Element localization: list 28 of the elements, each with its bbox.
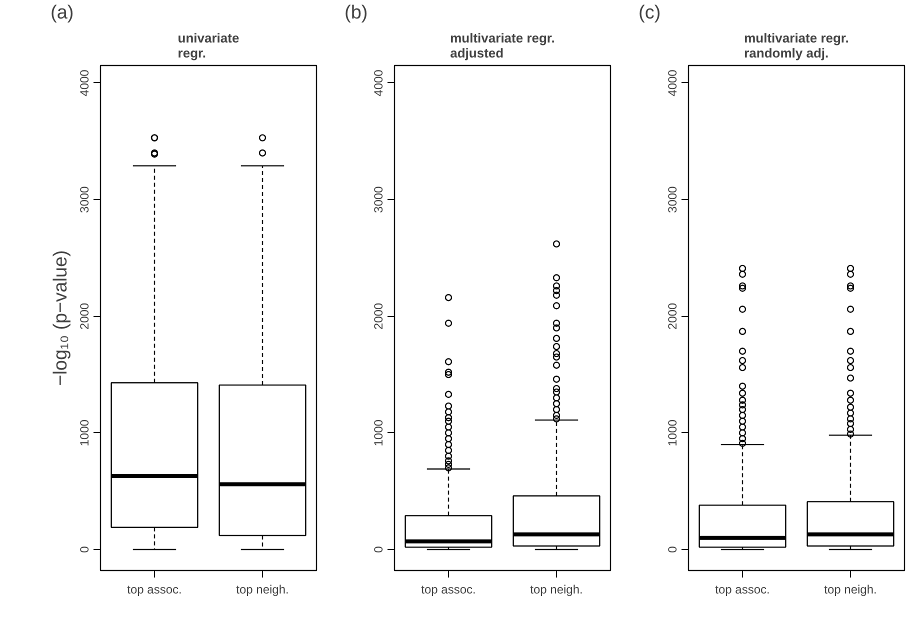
y-tick-label: 0 (78, 546, 92, 553)
y-tick-label: 3000 (372, 186, 386, 213)
x-tick-label: top assoc. (421, 582, 476, 596)
y-tick-label: 3000 (78, 186, 92, 213)
y-tick-label: 2000 (78, 302, 92, 330)
chart-title: multivariate regr. randomly adj. (744, 30, 849, 60)
y-tick-label: 2000 (372, 302, 386, 330)
chart-title: multivariate regr. adjusted (450, 30, 555, 60)
y-tick-label: 3000 (666, 186, 680, 213)
x-tick-label: top assoc. (127, 582, 182, 596)
y-tick-label: 1000 (78, 419, 92, 446)
y-tick-label: 1000 (666, 419, 680, 446)
y-tick-label: 4000 (372, 69, 386, 96)
text: (b) (344, 2, 368, 24)
x-tick-label: top neigh. (530, 582, 583, 596)
x-tick-label: top neigh. (824, 582, 877, 596)
y-tick-label: 4000 (666, 69, 680, 96)
y-tick-label: 1000 (372, 419, 386, 446)
x-tick-label: top assoc. (715, 582, 770, 596)
y-tick-label: 2000 (666, 302, 680, 330)
y-tick-label: 0 (372, 546, 386, 553)
text: (a) (50, 2, 74, 24)
y-axis-title: −log₁₀ (p−value) (50, 250, 72, 386)
chart-title: univariate regr. (178, 30, 240, 60)
x-tick-label: top neigh. (236, 582, 289, 596)
y-tick-label: 4000 (78, 69, 92, 96)
y-tick-label: 0 (666, 546, 680, 553)
text: (c) (638, 2, 661, 24)
